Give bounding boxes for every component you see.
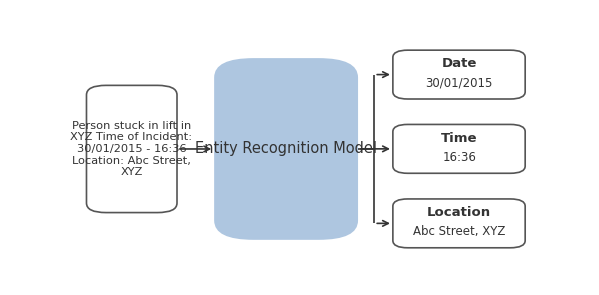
FancyBboxPatch shape (86, 85, 177, 213)
FancyBboxPatch shape (393, 50, 525, 99)
Text: Time: Time (441, 132, 477, 145)
Text: 16:36: 16:36 (442, 151, 476, 164)
Text: Date: Date (441, 57, 477, 70)
FancyBboxPatch shape (393, 199, 525, 248)
Text: 30/01/2015: 30/01/2015 (425, 77, 493, 90)
Text: Person stuck in lift in
XYZ Time of Incident:
30/01/2015 - 16:36
Location: Abc S: Person stuck in lift in XYZ Time of Inci… (71, 121, 192, 177)
Text: Location: Location (427, 206, 491, 219)
Text: Entity Recognition Model: Entity Recognition Model (195, 142, 377, 156)
Text: Abc Street, XYZ: Abc Street, XYZ (413, 225, 506, 238)
FancyBboxPatch shape (214, 58, 358, 240)
FancyBboxPatch shape (393, 124, 525, 173)
